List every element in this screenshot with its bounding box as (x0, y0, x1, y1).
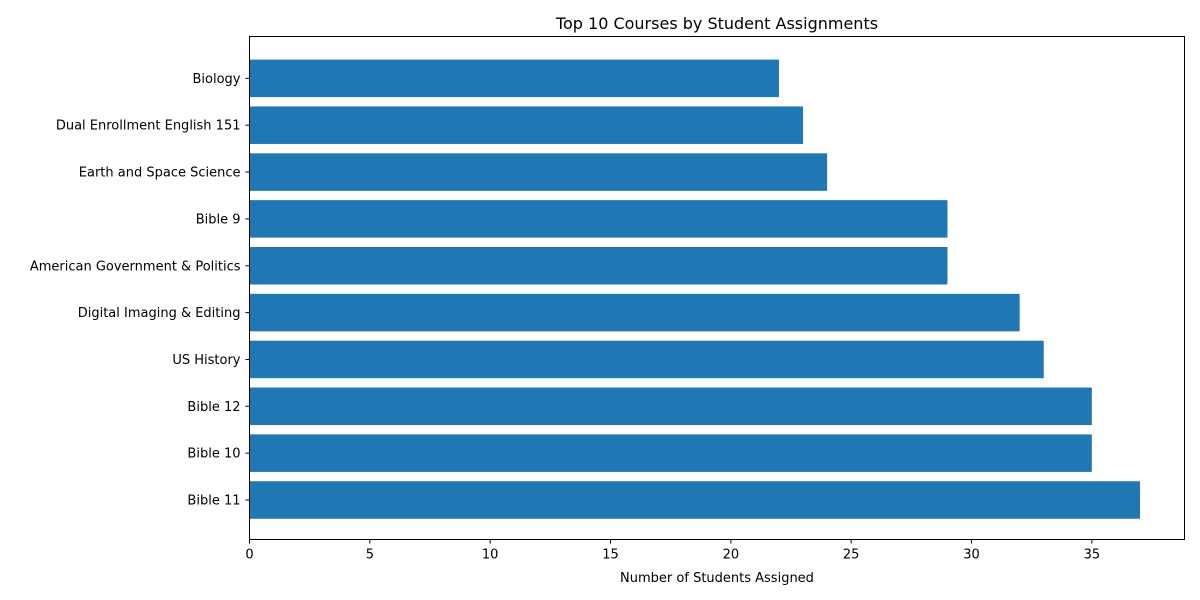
bar (249, 200, 948, 238)
bar (249, 59, 779, 98)
bar (249, 434, 1092, 472)
y-tick-label: Bible 10 (187, 447, 240, 462)
y-tick-label: Dual Enrollment English 151 (56, 119, 241, 134)
x-tick-label: 5 (366, 548, 374, 563)
x-tick-label: 15 (602, 548, 619, 563)
bar (249, 293, 1020, 332)
bar (249, 481, 1140, 519)
bars-layer (249, 59, 1140, 519)
plot-frame (249, 36, 1185, 540)
y-tick-label: Bible 12 (187, 400, 240, 415)
y-tick-label: American Government & Politics (30, 259, 241, 274)
y-tick-label: Earth and Space Science (79, 166, 241, 181)
bar (249, 247, 948, 285)
x-axis-ticks: 0 5 10 15 20 25 30 35 (245, 539, 1101, 563)
y-axis-ticks: Bible 11 Bible 10 Bible 12 US History Digita… (30, 72, 250, 509)
x-tick-label: 30 (963, 548, 980, 563)
x-tick-label: 20 (723, 548, 740, 563)
y-tick-label: US History (172, 353, 240, 368)
y-tick-label: Biology (193, 72, 241, 87)
x-axis-title: Number of Students Assigned (620, 571, 814, 586)
bar (249, 340, 1044, 379)
bar (249, 387, 1092, 426)
x-tick-label: 0 (245, 548, 253, 563)
bar (249, 106, 804, 144)
y-tick-label: Digital Imaging & Editing (78, 306, 241, 321)
x-tick-label: 35 (1084, 548, 1101, 563)
y-tick-label: Bible 11 (187, 494, 240, 509)
x-tick-label: 25 (843, 548, 860, 563)
bar (249, 153, 828, 191)
y-tick-label: Bible 9 (196, 212, 241, 227)
chart-title: Top 10 Courses by Student Assignments (555, 14, 878, 33)
x-tick-label: 10 (482, 548, 499, 563)
